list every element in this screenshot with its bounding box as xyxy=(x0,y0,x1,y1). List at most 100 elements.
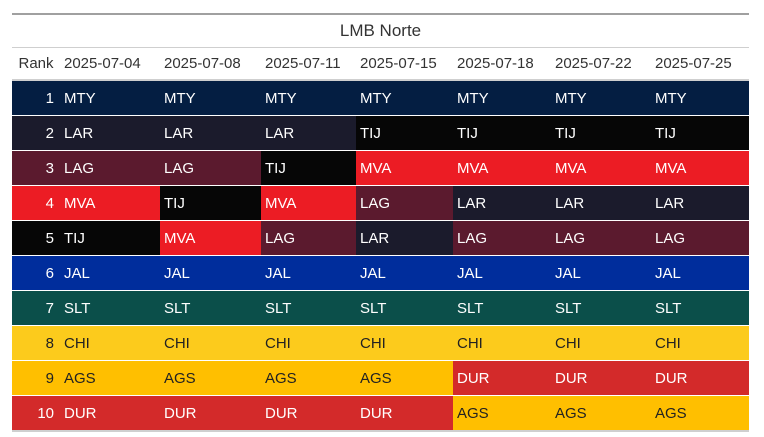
team-cell: DUR xyxy=(453,360,551,396)
team-cell: LAR xyxy=(356,220,453,256)
team-cell: JAL xyxy=(453,255,551,291)
date-column-header: 2025-07-04 xyxy=(60,47,160,81)
header-row: Rank 2025-07-04 2025-07-08 2025-07-11 2025-… xyxy=(12,47,749,81)
table-row: 5 TIJ MVA LAG LAR LAG LAG LAG xyxy=(12,220,749,256)
date-column-header: 2025-07-11 xyxy=(261,47,356,81)
team-cell: CHI xyxy=(261,325,356,361)
team-cell: AGS xyxy=(651,395,749,432)
team-cell: SLT xyxy=(551,290,651,326)
team-cell: DUR xyxy=(261,395,356,432)
team-cell: AGS xyxy=(551,395,651,432)
table-row: 4 MVA TIJ MVA LAG LAR LAR LAR xyxy=(12,185,749,221)
table-row: 2 LAR LAR LAR TIJ TIJ TIJ TIJ xyxy=(12,115,749,151)
team-cell: SLT xyxy=(160,290,261,326)
team-cell: AGS xyxy=(356,360,453,396)
team-cell: TIJ xyxy=(261,150,356,186)
team-cell: SLT xyxy=(261,290,356,326)
team-cell: TIJ xyxy=(356,115,453,151)
team-cell: AGS xyxy=(453,395,551,432)
team-cell: MVA xyxy=(551,150,651,186)
rank-cell: 7 xyxy=(12,290,60,326)
date-column-header: 2025-07-22 xyxy=(551,47,651,81)
team-cell: SLT xyxy=(356,290,453,326)
team-cell: MVA xyxy=(453,150,551,186)
rank-cell: 6 xyxy=(12,255,60,291)
team-cell: LAR xyxy=(60,115,160,151)
date-column-header: 2025-07-18 xyxy=(453,47,551,81)
team-cell: LAG xyxy=(551,220,651,256)
table-row: 7 SLT SLT SLT SLT SLT SLT SLT xyxy=(12,290,749,326)
team-cell: DUR xyxy=(356,395,453,432)
team-cell: LAR xyxy=(453,185,551,221)
team-cell: LAG xyxy=(356,185,453,221)
team-cell: MVA xyxy=(651,150,749,186)
date-column-header: 2025-07-25 xyxy=(651,47,749,81)
team-cell: JAL xyxy=(551,255,651,291)
rank-cell: 2 xyxy=(12,115,60,151)
rank-cell: 4 xyxy=(12,185,60,221)
team-cell: MTY xyxy=(356,80,453,116)
table-row: 6 JAL JAL JAL JAL JAL JAL JAL xyxy=(12,255,749,291)
team-cell: CHI xyxy=(551,325,651,361)
team-cell: DUR xyxy=(60,395,160,432)
team-cell: TIJ xyxy=(453,115,551,151)
date-column-header: 2025-07-08 xyxy=(160,47,261,81)
team-cell: SLT xyxy=(651,290,749,326)
rank-cell: 8 xyxy=(12,325,60,361)
team-cell: LAR xyxy=(160,115,261,151)
rank-cell: 3 xyxy=(12,150,60,186)
rank-cell: 9 xyxy=(12,360,60,396)
team-cell: JAL xyxy=(261,255,356,291)
table-row: 1 MTY MTY MTY MTY MTY MTY MTY xyxy=(12,80,749,116)
team-cell: MTY xyxy=(261,80,356,116)
team-cell: TIJ xyxy=(551,115,651,151)
team-cell: MVA xyxy=(60,185,160,221)
team-cell: TIJ xyxy=(60,220,160,256)
rank-cell: 1 xyxy=(12,80,60,116)
team-cell: MTY xyxy=(551,80,651,116)
team-cell: LAG xyxy=(261,220,356,256)
team-cell: AGS xyxy=(60,360,160,396)
team-cell: CHI xyxy=(356,325,453,361)
team-cell: LAR xyxy=(651,185,749,221)
team-cell: CHI xyxy=(651,325,749,361)
table-row: 3 LAG LAG TIJ MVA MVA MVA MVA xyxy=(12,150,749,186)
team-cell: CHI xyxy=(160,325,261,361)
team-cell: LAG xyxy=(453,220,551,256)
team-cell: SLT xyxy=(60,290,160,326)
table-title: LMB Norte xyxy=(12,13,749,47)
team-cell: MTY xyxy=(160,80,261,116)
team-cell: CHI xyxy=(453,325,551,361)
standings-table: Rank 2025-07-04 2025-07-08 2025-07-11 2025-… xyxy=(12,47,749,432)
team-cell: MVA xyxy=(356,150,453,186)
team-cell: DUR xyxy=(160,395,261,432)
team-cell: TIJ xyxy=(160,185,261,221)
team-cell: AGS xyxy=(160,360,261,396)
team-cell: TIJ xyxy=(651,115,749,151)
rank-cell: 5 xyxy=(12,220,60,256)
rank-column-header: Rank xyxy=(12,47,60,81)
team-cell: JAL xyxy=(60,255,160,291)
team-cell: MTY xyxy=(651,80,749,116)
team-cell: DUR xyxy=(551,360,651,396)
team-cell: DUR xyxy=(651,360,749,396)
table-body: 1 MTY MTY MTY MTY MTY MTY MTY 2 LAR LAR LAR TIJ TIJ TI… xyxy=(12,80,749,432)
table-row: 10 DUR DUR DUR DUR AGS AGS AGS xyxy=(12,395,749,432)
team-cell: LAG xyxy=(160,150,261,186)
team-cell: MVA xyxy=(261,185,356,221)
standings-table-container: LMB Norte Rank 2025-07-04 2025-07-08 2025-… xyxy=(12,13,749,432)
team-cell: LAG xyxy=(60,150,160,186)
table-row: 8 CHI CHI CHI CHI CHI CHI CHI xyxy=(12,325,749,361)
rank-cell: 10 xyxy=(12,395,60,432)
team-cell: CHI xyxy=(60,325,160,361)
team-cell: MTY xyxy=(60,80,160,116)
team-cell: AGS xyxy=(261,360,356,396)
team-cell: JAL xyxy=(651,255,749,291)
team-cell: SLT xyxy=(453,290,551,326)
team-cell: LAR xyxy=(261,115,356,151)
team-cell: MVA xyxy=(160,220,261,256)
table-header: Rank 2025-07-04 2025-07-08 2025-07-11 2025-… xyxy=(12,47,749,81)
table-row: 9 AGS AGS AGS AGS DUR DUR DUR xyxy=(12,360,749,396)
date-column-header: 2025-07-15 xyxy=(356,47,453,81)
team-cell: MTY xyxy=(453,80,551,116)
